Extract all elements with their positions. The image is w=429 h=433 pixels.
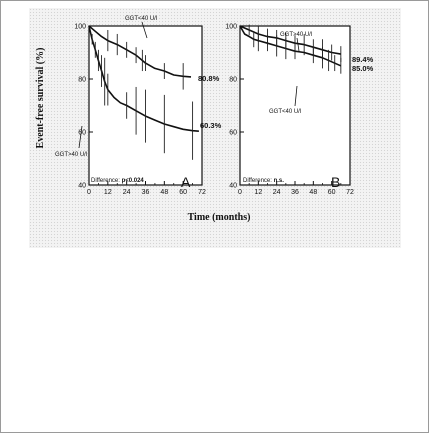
y-axis-title: Event-free survival (%)	[35, 48, 46, 149]
panel-b-y-tick-label: 100	[225, 24, 237, 31]
figure: Event-free survival (%) Time (months) 0 1…	[29, 8, 401, 248]
panel-a-series-1-label: GGT<40 U/l	[125, 16, 157, 22]
panel-b-series-2-end-label: 85.0%	[352, 64, 374, 73]
panel-b-difference-value: n.s.	[274, 178, 285, 184]
x-axis-title: Time (months)	[188, 212, 251, 223]
panel-b-x-tick-label: 72	[346, 189, 354, 196]
panel-a-difference-value: p<0.024	[122, 178, 145, 184]
panel-a-y-tick-label: 100	[74, 24, 86, 31]
panel-b-x-tick-label: 0	[238, 189, 242, 196]
panel-b-y-tick-label: 80	[229, 77, 237, 84]
panel-a-x-tick-label: 0	[87, 189, 91, 196]
panel-a-x-tick-label: 36	[142, 189, 150, 196]
panel-a-difference: Difference: p<0.024	[91, 178, 144, 184]
panel-a-x-tick-label: 48	[160, 189, 168, 196]
panel-b-series-2-line	[239, 25, 342, 67]
panel-a-y-tick-label: 60	[78, 130, 86, 137]
panel-a-y-tick-label: 80	[78, 77, 86, 84]
panel-a-series-1-line	[88, 25, 192, 78]
panel-b-x-tick-label: 24	[273, 189, 281, 196]
panel-a-y-tick-label: 40	[78, 183, 86, 190]
panel-a-x-tick-label: 60	[179, 189, 187, 196]
panel-a-label-arrow	[141, 21, 148, 39]
panel-a-x-tick-label: 24	[123, 189, 131, 196]
panel-b-label-arrow	[296, 37, 300, 52]
survival-chart: Event-free survival (%) Time (months) 0 1…	[35, 16, 374, 223]
panel-b-label-arrow	[294, 85, 298, 107]
panel-a-difference-label: Difference:	[91, 178, 122, 184]
panel-a-series-2-label: GGT>40 U/l	[55, 152, 87, 158]
panel-b-x-tick-label: 12	[254, 189, 262, 196]
panel-b-series-2-label: GGT<40 U/l	[269, 109, 301, 115]
panel-b-x-tick-label: 36	[291, 189, 299, 196]
panel-b-difference-label: Difference:	[243, 178, 274, 184]
panel-a-x-tick-label: 12	[104, 189, 112, 196]
panel-a-series-2-end-label: 60.3%	[200, 121, 222, 130]
panel-b-x-tick-label: 60	[328, 189, 336, 196]
panel-a-label-arrow	[78, 125, 83, 149]
panel-b-difference: Difference: n.s.	[243, 178, 284, 184]
panel-b-y-tick-label: 40	[229, 183, 237, 190]
panel-a-letter: A	[181, 174, 191, 190]
panel-b-series-1-label: GGT>40 U/l	[280, 32, 312, 38]
panel-b-series-1-line	[239, 25, 341, 55]
panel-a-x-tick-label: 72	[198, 189, 206, 196]
panel-b-x-tick-label: 48	[309, 189, 317, 196]
panel-b-y-tick-label: 60	[229, 130, 237, 137]
panel-a-series-2-line	[88, 25, 199, 132]
panel-b-series-1-end-label: 89.4%	[352, 55, 374, 64]
panel-b-letter: B	[331, 174, 340, 190]
panel-a-series-1-end-label: 80.8%	[198, 74, 220, 83]
